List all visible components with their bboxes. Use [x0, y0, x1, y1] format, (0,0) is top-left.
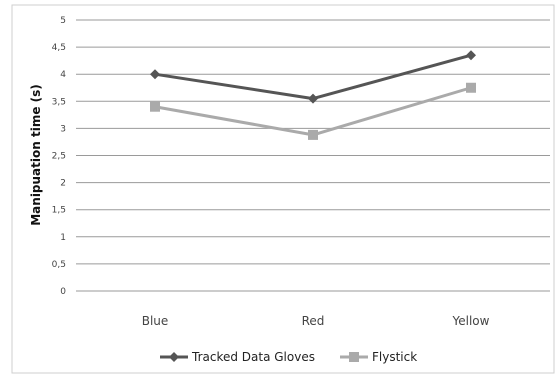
legend-label: Flystick	[372, 350, 417, 364]
y-tick-label: 2,5	[52, 152, 66, 162]
y-tick-label: 4,5	[52, 43, 66, 53]
legend-label: Tracked Data Gloves	[191, 350, 315, 364]
y-tick-label: 0,5	[52, 260, 66, 270]
y-tick-label: 1,5	[52, 206, 66, 216]
legend-marker	[349, 352, 359, 362]
legend-marker	[169, 352, 179, 362]
chart-border	[11, 4, 555, 374]
data-point-marker	[150, 101, 160, 112]
y-axis-label: Manipuation time (s)	[29, 84, 43, 226]
series-layer	[150, 50, 476, 140]
y-tick-label: 1	[60, 233, 66, 243]
y-tick-label: 3,5	[52, 97, 66, 107]
legend: Tracked Data Gloves Flystick	[160, 350, 417, 364]
y-tick-label: 0	[60, 287, 66, 297]
x-axis-categories: Blue Red Yellow	[142, 314, 490, 328]
x-category-label: Blue	[142, 314, 169, 328]
y-tick-label: 5	[60, 16, 66, 26]
y-tick-label: 3	[60, 124, 66, 134]
y-axis-ticks: 0 0,5 1 1,5 2 2,5 3 3,5 4 4,5 5	[52, 16, 67, 297]
data-point-marker	[150, 69, 160, 80]
data-point-marker	[466, 50, 476, 61]
y-tick-label: 2	[60, 179, 66, 189]
x-category-label: Yellow	[452, 314, 490, 328]
x-category-label: Red	[302, 314, 325, 328]
data-point-marker	[466, 82, 476, 93]
y-tick-label: 4	[60, 70, 66, 80]
data-point-marker	[308, 93, 318, 104]
data-point-marker	[308, 129, 318, 140]
